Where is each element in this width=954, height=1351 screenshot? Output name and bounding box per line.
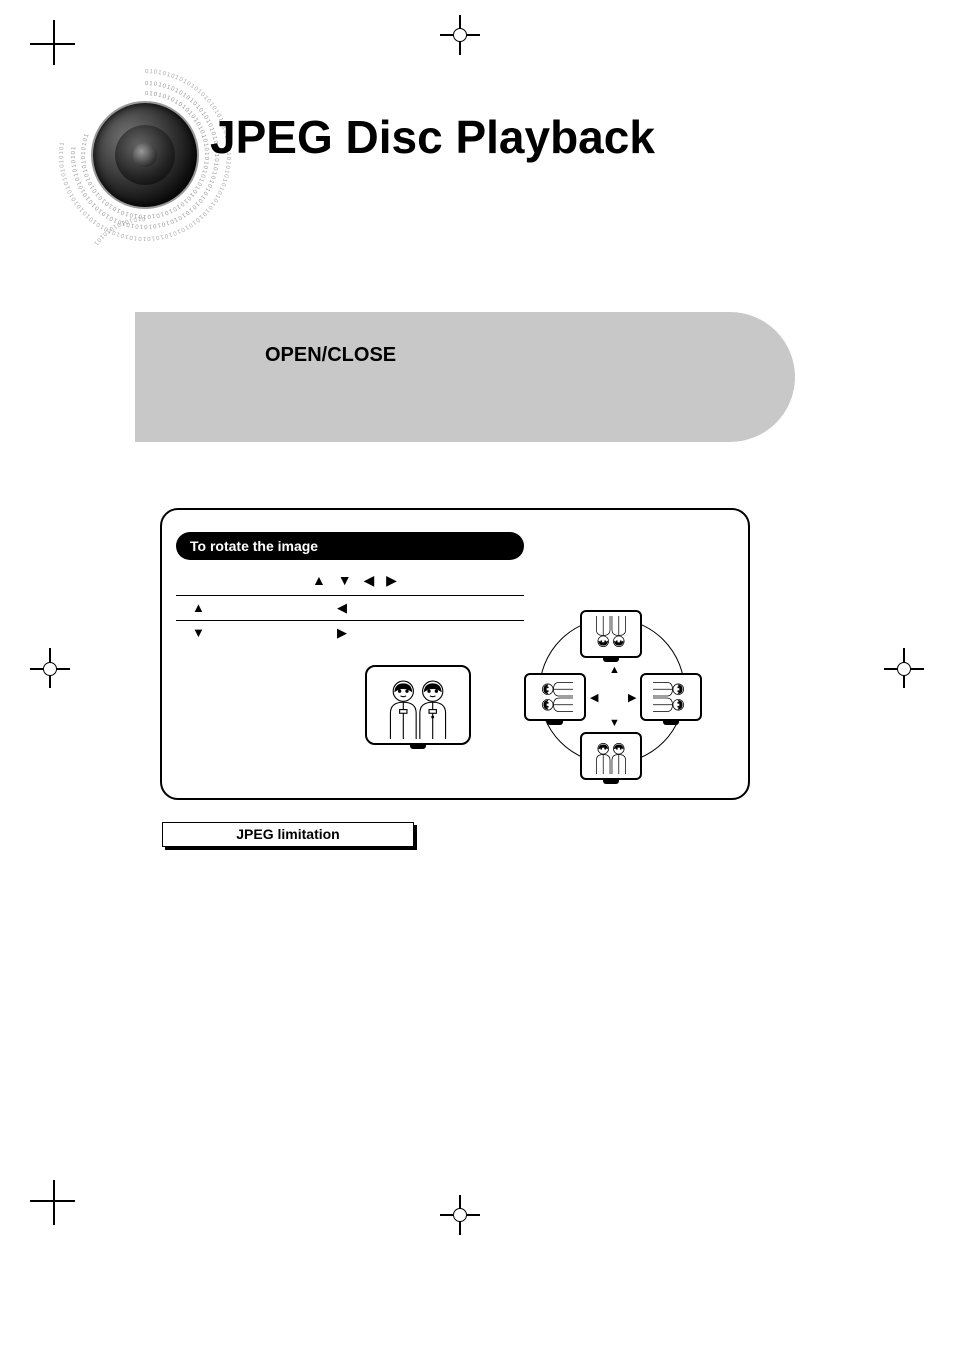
- rotate-pill-label: To rotate the image: [176, 532, 524, 560]
- registration-mark: [897, 662, 911, 676]
- jpeg-limitation-heading: JPEG limitation: [162, 822, 414, 847]
- arrow-right-icon: ▶: [337, 625, 347, 641]
- divider: [176, 620, 524, 621]
- speaker-icon: 0101010101010101010101010101010101010101…: [55, 65, 235, 245]
- divider: [176, 595, 524, 596]
- open-close-heading: OPEN/CLOSE: [265, 344, 396, 367]
- crop-mark: [30, 1200, 75, 1202]
- arrow-left-icon: ◀: [337, 600, 347, 616]
- rotated-left-monitor: [524, 673, 586, 721]
- ring-arrow-down-icon: ▼: [609, 717, 620, 729]
- rotate-image-box: To rotate the image ▲ ▼ ◀ ▶ ▲ ◀ ▼ ▶: [160, 508, 750, 800]
- arrow-up-icon: ▲: [192, 600, 205, 615]
- rotated-down-monitor: [580, 732, 642, 780]
- arrow-down-icon: ▼: [192, 625, 205, 640]
- ring-arrow-up-icon: ▲: [609, 664, 620, 676]
- crop-mark: [30, 43, 75, 45]
- crop-mark: [53, 1180, 55, 1225]
- instruction-bar: OPEN/CLOSE: [135, 312, 795, 442]
- page-title: JPEG Disc Playback: [210, 110, 655, 164]
- original-image-monitor: [365, 665, 471, 745]
- direction-arrows-row: ▲ ▼ ◀ ▶: [312, 572, 401, 589]
- registration-mark: [453, 1208, 467, 1222]
- rotated-right-monitor: [640, 673, 702, 721]
- rotated-up-monitor: [580, 610, 642, 658]
- ring-arrow-right-icon: ▶: [628, 691, 636, 704]
- ring-arrow-left-icon: ◀: [590, 691, 598, 704]
- registration-mark: [453, 28, 467, 42]
- registration-mark: [43, 662, 57, 676]
